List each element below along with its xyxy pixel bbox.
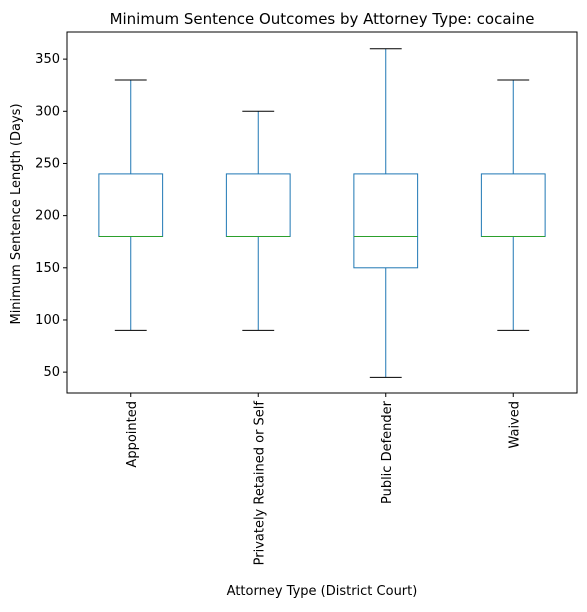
- box-iqr: [480, 173, 546, 237]
- y-tick-label: 150: [35, 261, 60, 276]
- y-tick-label: 300: [35, 104, 60, 119]
- x-tick-label: Public Defender: [380, 400, 395, 504]
- box-iqr: [225, 173, 291, 237]
- box-iqr: [98, 173, 164, 237]
- x-tick-label: Waived: [507, 401, 522, 449]
- y-axis-label: Minimum Sentence Length (Days): [9, 103, 24, 324]
- plot-area: 50 100 150 200 250 300 350 Appointed Privately R…: [35, 31, 578, 566]
- y-tick-label: 350: [35, 52, 60, 67]
- x-tick-label: Privately Retained or Self: [252, 401, 267, 566]
- x-axis-label: Attorney Type (District Court): [227, 584, 418, 599]
- x-tick-label: Appointed: [125, 401, 140, 468]
- box-iqr: [353, 173, 419, 269]
- y-tick-label: 100: [35, 313, 60, 328]
- plot-frame: [66, 31, 578, 394]
- chart-title: Minimum Sentence Outcomes by Attorney Ty…: [110, 10, 535, 28]
- y-tick-label: 250: [35, 156, 60, 171]
- y-tick-label: 200: [35, 209, 60, 224]
- y-tick-label: 50: [43, 365, 60, 380]
